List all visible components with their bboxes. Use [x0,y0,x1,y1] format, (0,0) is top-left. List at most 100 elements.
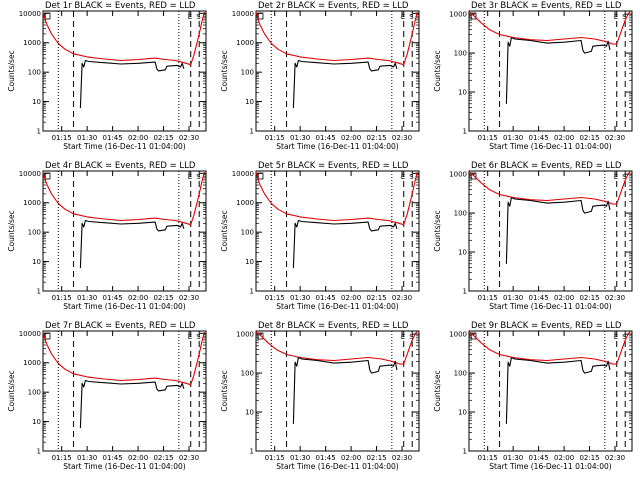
plot-frame [255,330,420,452]
x-tick-label: 01:45 [103,134,123,142]
x-tick-label: 02:15 [366,454,386,462]
lld-series-line [255,171,418,226]
y-tick-label: 1000 [449,331,467,339]
y-tick-label: 100 [454,370,467,378]
x-axis-label: Start Time (16-Dec-11 01:04:00) [276,302,398,311]
y-tick-label: 100 [454,210,467,218]
chart-title: Det 7r BLACK = Events, RED = LLD [45,321,196,331]
plot-frame [468,170,633,292]
x-tick-label: 01:30 [290,294,310,302]
y-tick-label: 10000 [19,170,41,178]
x-tick-label: 01:15 [52,134,72,142]
panel-2: Det 2r BLACK = Events, RED = LLD 1 10 100 10… [220,1,420,151]
y-tick-label: 1 [463,288,467,296]
panel-7: Det 7r BLACK = Events, RED = LLD 1 10 100 10… [7,321,207,471]
y-tick-label: 10 [458,89,467,97]
y-axis-label: Counts/sec [7,370,16,411]
plot-frame [468,330,633,452]
panel-9: Det 9r BLACK = Events, RED = LLD 1 10 100 10… [433,321,633,471]
y-tick-label: 100 [241,69,254,77]
x-tick-label: 02:15 [153,294,173,302]
x-tick-label: 01:15 [478,294,498,302]
x-tick-label: 01:15 [265,454,285,462]
y-axis-label: Counts/sec [220,50,229,91]
x-tick-label: 01:30 [77,454,97,462]
marker-label: S [622,333,627,341]
marker-label: E [614,173,618,181]
x-tick-label: 02:30 [392,134,412,142]
y-tick-label: 10 [245,409,254,417]
y-axis-label: Counts/sec [7,210,16,251]
marker-label: S [196,333,201,341]
marker-label: E [188,333,192,341]
chart-title: Det 4r BLACK = Events, RED = LLD [45,161,196,171]
chart-title: Det 9r BLACK = Events, RED = LLD [471,321,622,331]
lld-series-line [255,11,418,66]
y-tick-label: 1000 [23,199,41,207]
y-tick-label: 10 [245,98,254,106]
y-tick-label: 1000 [236,39,254,47]
y-tick-label: 100 [454,50,467,58]
x-tick-label: 02:00 [128,294,148,302]
lld-series-line [468,171,631,205]
x-tick-label: 02:15 [153,454,173,462]
x-tick-label: 02:30 [605,454,625,462]
y-tick-label: 1000 [449,11,467,19]
marker-label: S [409,333,414,341]
x-tick-label: 01:30 [503,454,523,462]
corner-marker [44,332,51,340]
events-series-line [505,356,611,424]
marker-label: S [409,13,414,21]
panel-4: Det 4r BLACK = Events, RED = LLD 1 10 100 10… [7,161,207,311]
y-tick-label: 10 [458,249,467,257]
marker-label: E [614,333,618,341]
y-tick-label: 1000 [236,331,254,339]
events-series-line [292,356,398,424]
x-tick-label: 02:00 [341,454,361,462]
y-tick-label: 10 [32,98,41,106]
events-series-line [292,219,398,269]
x-tick-label: 02:00 [128,454,148,462]
x-tick-label: 02:15 [153,134,173,142]
x-tick-label: 01:30 [77,294,97,302]
y-tick-label: 10 [245,258,254,266]
x-tick-label: 01:45 [316,454,336,462]
chart-title: Det 5r BLACK = Events, RED = LLD [258,161,409,171]
y-tick-label: 1000 [23,39,41,47]
y-tick-label: 1 [463,448,467,456]
x-tick-label: 01:45 [529,134,549,142]
panel-8: Det 8r BLACK = Events, RED = LLD 1 10 100 10… [220,321,420,471]
lld-series-line [42,331,205,386]
events-series-line [79,379,185,429]
x-axis-label: Start Time (16-Dec-11 01:04:00) [489,462,611,471]
chart-title: Det 8r BLACK = Events, RED = LLD [258,321,409,331]
lld-series-line [255,331,418,365]
y-tick-label: 1000 [449,171,467,179]
marker-label: E [401,13,405,21]
x-axis-label: Start Time (16-Dec-11 01:04:00) [63,462,185,471]
corner-marker [257,332,264,340]
plot-frame [42,10,207,132]
panel-1: Det 1r BLACK = Events, RED = LLD 1 10 100 10… [7,1,207,151]
y-tick-label: 10 [32,418,41,426]
x-tick-label: 01:15 [478,454,498,462]
corner-marker [44,172,51,180]
x-tick-label: 01:30 [290,454,310,462]
panel-6: Det 6r BLACK = Events, RED = LLD 1 10 100 10… [433,161,633,311]
events-series-line [292,59,398,109]
y-tick-label: 10000 [232,10,254,18]
x-tick-label: 02:00 [554,294,574,302]
x-axis-label: Start Time (16-Dec-11 01:04:00) [489,302,611,311]
x-tick-label: 02:15 [579,134,599,142]
x-axis-label: Start Time (16-Dec-11 01:04:00) [276,462,398,471]
y-axis-label: Counts/sec [433,370,442,411]
y-tick-label: 10000 [19,10,41,18]
corner-marker [470,172,477,180]
y-axis-label: Counts/sec [220,210,229,251]
y-tick-label: 100 [28,389,41,397]
x-tick-label: 02:30 [179,294,199,302]
y-tick-label: 1000 [23,359,41,367]
lld-series-line [468,331,631,365]
y-tick-label: 1 [37,128,41,136]
y-tick-label: 100 [28,229,41,237]
